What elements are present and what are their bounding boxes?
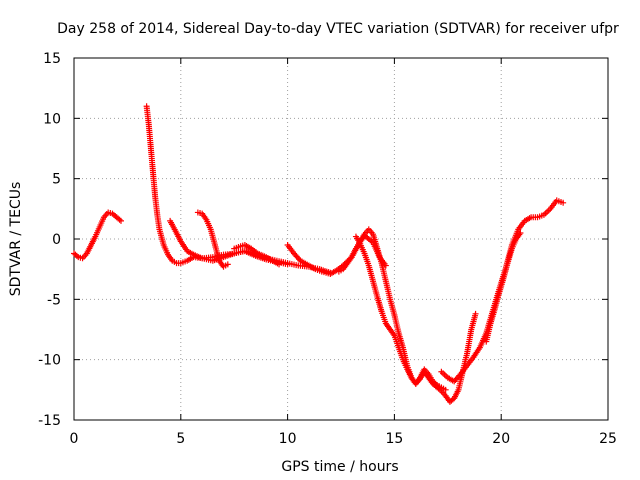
- y-tick-label: 0: [52, 232, 61, 248]
- x-tick-label: 10: [279, 431, 297, 447]
- series-arc-8: [352, 233, 449, 393]
- x-tick-label: 15: [385, 431, 403, 447]
- y-tick-label: 10: [43, 111, 61, 127]
- data-point: [517, 229, 524, 236]
- y-tick-label: 5: [52, 172, 61, 188]
- data-point: [472, 310, 479, 317]
- series-arc-4: [194, 209, 231, 270]
- axis-ticks: 0 5 10 15 20 25 -15 -10 -5 0 5 10 15: [38, 51, 617, 447]
- x-tick-label: 5: [176, 431, 185, 447]
- series-arc-1: [71, 209, 124, 262]
- series-arc-10: [483, 229, 524, 345]
- series-arc-9: [438, 197, 567, 385]
- data-point: [117, 217, 124, 224]
- y-tick-label: 15: [43, 51, 61, 67]
- chart-title: Day 258 of 2014, Sidereal Day-to-day VTE…: [57, 21, 619, 37]
- grid-lines: [74, 58, 608, 420]
- x-tick-label: 0: [70, 431, 79, 447]
- x-tick-label: 20: [492, 431, 510, 447]
- y-tick-label: -15: [38, 413, 61, 429]
- y-axis-label: SDTVAR / TECUs: [8, 182, 24, 297]
- data-point: [276, 261, 283, 268]
- data-point: [442, 386, 449, 393]
- data-series: [71, 103, 567, 405]
- series-arc-7: [335, 226, 479, 405]
- data-point: [560, 199, 567, 206]
- y-tick-label: -10: [38, 353, 61, 369]
- series-arc-5: [231, 242, 283, 268]
- x-tick-label: 25: [599, 431, 617, 447]
- x-axis-label: GPS time / hours: [281, 459, 398, 475]
- data-point: [284, 261, 291, 268]
- y-tick-label: -5: [47, 292, 61, 308]
- data-point: [224, 261, 231, 268]
